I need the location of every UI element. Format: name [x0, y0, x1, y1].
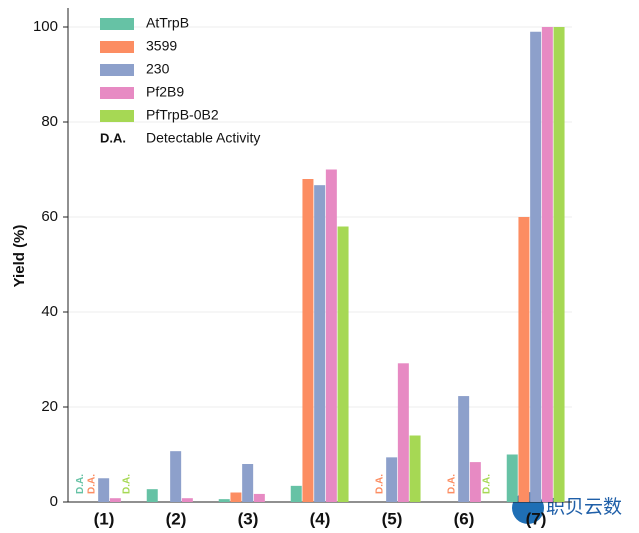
legend-swatch	[100, 110, 134, 122]
bar	[386, 457, 398, 502]
legend-swatch	[100, 87, 134, 99]
bar	[314, 185, 326, 503]
bar	[218, 499, 230, 502]
bar	[506, 454, 518, 502]
bar	[337, 226, 349, 502]
bar	[302, 179, 314, 502]
y-axis-label: Yield (%)	[11, 225, 28, 288]
legend-note-key: D.A.	[100, 130, 126, 145]
legend-label: 230	[146, 61, 170, 77]
x-tick-label: (1)	[94, 509, 115, 528]
value-label: D.A.	[75, 474, 86, 494]
x-tick-label: (4)	[310, 509, 331, 528]
legend-swatch	[100, 64, 134, 76]
value-label: D.A.	[375, 474, 386, 494]
bar	[146, 489, 158, 502]
bar	[242, 464, 254, 502]
x-tick-label: (6)	[454, 509, 475, 528]
value-label: D.A.	[482, 474, 493, 494]
y-tick-label: 40	[41, 303, 58, 320]
bar	[170, 451, 182, 502]
y-tick-label: 80	[41, 113, 58, 130]
bar	[98, 478, 110, 502]
x-tick-label: (5)	[382, 509, 403, 528]
y-tick-label: 20	[41, 398, 58, 415]
legend-swatch	[100, 18, 134, 30]
bar	[397, 363, 409, 502]
y-tick-label: 100	[33, 18, 58, 35]
bar	[253, 493, 265, 502]
legend-label: 3599	[146, 38, 177, 54]
bar	[458, 396, 470, 502]
x-tick-label: (3)	[238, 509, 259, 528]
legend-swatch	[100, 41, 134, 53]
y-tick-label: 60	[41, 208, 58, 225]
bar	[181, 498, 193, 502]
value-label: D.A.	[447, 474, 458, 494]
legend-label: AtTrpB	[146, 15, 189, 31]
legend-label: Pf2B9	[146, 84, 184, 100]
bar	[541, 27, 553, 502]
bar	[530, 31, 542, 502]
bar	[230, 492, 242, 502]
bar	[469, 462, 481, 502]
bar	[518, 217, 530, 502]
bar	[290, 485, 302, 502]
value-label: D.A.	[122, 474, 133, 494]
bar	[553, 27, 565, 502]
bar	[325, 169, 337, 502]
x-tick-label: (2)	[166, 509, 187, 528]
value-label: D.A.	[87, 474, 98, 494]
x-tick-label: (7)	[526, 509, 547, 528]
y-tick-label: 0	[50, 493, 58, 510]
legend-note-label: Detectable Activity	[146, 130, 260, 146]
bar	[109, 498, 121, 502]
bar	[409, 435, 421, 502]
legend-label: PfTrpB-0B2	[146, 107, 219, 123]
